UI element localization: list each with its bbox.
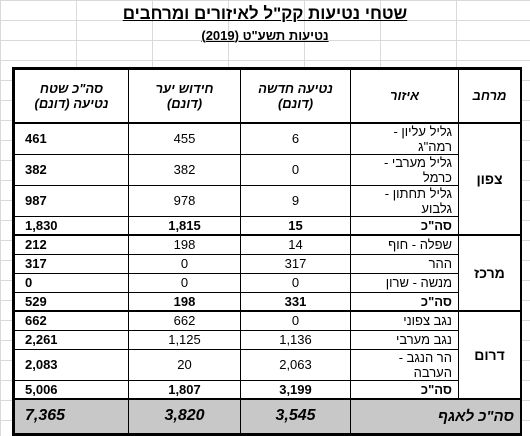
new-planting-cell[interactable]: 0: [240, 153, 351, 186]
area-cell[interactable]: גליל תחתון - גלבוע: [350, 184, 459, 217]
forest-renewal-cell[interactable]: 20: [128, 348, 241, 381]
area-cell[interactable]: נגב מערבי: [350, 329, 459, 350]
header-total-planting-text: סה"כ שטח נטיעה (דונם): [34, 80, 109, 111]
region-cell[interactable]: צפון: [458, 122, 521, 236]
new-planting-cell[interactable]: 14: [240, 234, 351, 255]
area-cell[interactable]: גליל מערבי - כרמל: [350, 153, 459, 186]
region-cell[interactable]: מרכז: [458, 234, 521, 312]
subtotal-forest-renewal-cell[interactable]: 1,807: [128, 379, 241, 400]
total-planting-cell[interactable]: 2,083: [14, 348, 129, 381]
total-planting-cell[interactable]: 212: [14, 234, 129, 255]
forest-renewal-cell[interactable]: 198: [128, 234, 241, 255]
table-row: גליל תחתון - גלבוע 9 978 987: [14, 184, 521, 217]
forest-renewal-cell[interactable]: 0: [128, 272, 241, 293]
area-cell[interactable]: נגב צפוני: [350, 310, 459, 331]
header-new-planting-text: נטיעה חדשה (דונם): [258, 80, 333, 111]
subtotal-forest-renewal-cell[interactable]: 198: [128, 291, 241, 312]
grand-total-new-planting-cell[interactable]: 3,545: [240, 398, 351, 434]
planting-table-container: מרחב איזור נטיעה חדשה (דונם) חידוש יער (…: [12, 67, 522, 436]
new-planting-cell[interactable]: 2,063: [240, 348, 351, 381]
area-cell[interactable]: ההר: [350, 253, 459, 274]
subtotal-total-planting-cell[interactable]: 1,830: [14, 215, 129, 236]
forest-renewal-cell[interactable]: 662: [128, 310, 241, 331]
page-subtitle-text: נטיעות תשע"ט (2019): [201, 28, 329, 43]
header-row: מרחב איזור נטיעה חדשה (דונם) חידוש יער (…: [14, 69, 521, 124]
total-planting-cell[interactable]: 987: [14, 184, 129, 217]
area-cell[interactable]: גליל עליון - רמה"ג: [350, 122, 459, 155]
subtotal-forest-renewal-cell[interactable]: 1,815: [128, 215, 241, 236]
total-planting-cell[interactable]: 382: [14, 153, 129, 186]
table-row: צפון גליל עליון - רמה"ג 6 455 461: [14, 122, 521, 236]
header-forest-renewal[interactable]: חידוש יער (דונם): [128, 69, 241, 124]
header-new-planting[interactable]: נטיעה חדשה (דונם): [240, 69, 351, 124]
forest-renewal-cell[interactable]: 1,125: [128, 329, 241, 350]
header-area[interactable]: איזור: [350, 69, 459, 124]
header-region[interactable]: מרחב: [458, 69, 521, 124]
grand-total-label-cell[interactable]: סה"כ לאגף: [350, 398, 521, 434]
total-planting-cell[interactable]: 317: [14, 253, 129, 274]
region-cell[interactable]: דרום: [458, 310, 521, 400]
forest-renewal-cell[interactable]: 382: [128, 153, 241, 186]
table-row: גליל מערבי - כרמל 0 382 382: [14, 153, 521, 186]
subtotal-total-planting-cell[interactable]: 529: [14, 291, 129, 312]
new-planting-cell[interactable]: 6: [240, 122, 351, 155]
forest-renewal-cell[interactable]: 0: [128, 253, 241, 274]
new-planting-cell[interactable]: 317: [240, 253, 351, 274]
grand-total-forest-renewal-cell[interactable]: 3,820: [128, 398, 241, 434]
subtotal-new-planting-cell[interactable]: 331: [240, 291, 351, 312]
subtotal-label-cell[interactable]: סה"כ: [350, 291, 459, 312]
forest-renewal-cell[interactable]: 455: [128, 122, 241, 155]
table-row: מרכז שפלה - חוף 14 198 212: [14, 234, 521, 312]
planting-table: מרחב איזור נטיעה חדשה (דונם) חידוש יער (…: [14, 69, 521, 434]
area-cell[interactable]: הר הנגב - הערבה: [350, 348, 459, 381]
new-planting-cell[interactable]: 9: [240, 184, 351, 217]
header-total-planting[interactable]: סה"כ שטח נטיעה (דונם): [14, 69, 129, 124]
subtotal-row: סה"כ 15 1,815 1,830: [14, 215, 521, 236]
page-subtitle: נטיעות תשע"ט (2019): [0, 28, 530, 43]
subtotal-row: סה"כ 3,199 1,807 5,006: [14, 379, 521, 400]
header-forest-renewal-text: חידוש יער (דונם): [155, 80, 214, 111]
total-planting-cell[interactable]: 2,261: [14, 329, 129, 350]
grand-total-total-planting-cell[interactable]: 7,365: [14, 398, 129, 434]
area-cell[interactable]: מנשה - שרון: [350, 272, 459, 293]
page-title-text: שטחי נטיעות קק"ל לאיזורים ומרחבים: [122, 4, 408, 23]
table-row: דרום נגב צפוני 0 662 662: [14, 310, 521, 400]
subtotal-label-cell[interactable]: סה"כ: [350, 215, 459, 236]
total-planting-cell[interactable]: 0: [14, 272, 129, 293]
total-planting-cell[interactable]: 662: [14, 310, 129, 331]
new-planting-cell[interactable]: 0: [240, 272, 351, 293]
subtotal-new-planting-cell[interactable]: 3,199: [240, 379, 351, 400]
total-planting-cell[interactable]: 461: [14, 122, 129, 155]
new-planting-cell[interactable]: 0: [240, 310, 351, 331]
subtotal-row: סה"כ 331 198 529: [14, 291, 521, 312]
area-cell[interactable]: שפלה - חוף: [350, 234, 459, 255]
page-title: שטחי נטיעות קק"ל לאיזורים ומרחבים: [0, 4, 530, 24]
grand-total-row: סה"כ לאגף 3,545 3,820 7,365: [14, 398, 521, 434]
forest-renewal-cell[interactable]: 978: [128, 184, 241, 217]
table-row: ההר 317 0 317: [14, 253, 521, 274]
table-row: מנשה - שרון 0 0 0: [14, 272, 521, 293]
new-planting-cell[interactable]: 1,136: [240, 329, 351, 350]
subtotal-new-planting-cell[interactable]: 15: [240, 215, 351, 236]
table-row: נגב מערבי 1,136 1,125 2,261: [14, 329, 521, 350]
subtotal-total-planting-cell[interactable]: 5,006: [14, 379, 129, 400]
subtotal-label-cell[interactable]: סה"כ: [350, 379, 459, 400]
table-row: הר הנגב - הערבה 2,063 20 2,083: [14, 348, 521, 381]
